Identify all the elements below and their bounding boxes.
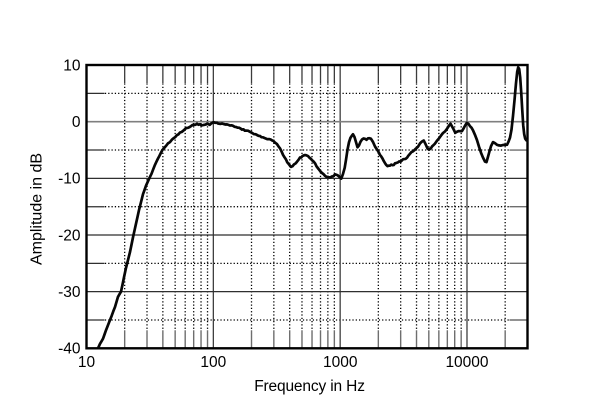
svg-text:-10: -10: [58, 171, 81, 188]
svg-text:10: 10: [63, 57, 81, 74]
svg-text:Frequency in Hz: Frequency in Hz: [254, 378, 365, 395]
svg-text:1000: 1000: [323, 354, 358, 371]
svg-text:0: 0: [72, 114, 81, 131]
svg-text:Amplitude in dB: Amplitude in dB: [29, 153, 46, 265]
svg-text:100: 100: [200, 354, 226, 371]
svg-text:-20: -20: [58, 227, 81, 244]
svg-text:-30: -30: [58, 284, 81, 301]
svg-text:-40: -40: [58, 341, 81, 358]
svg-text:10000: 10000: [445, 354, 488, 371]
svg-text:10: 10: [78, 354, 96, 371]
